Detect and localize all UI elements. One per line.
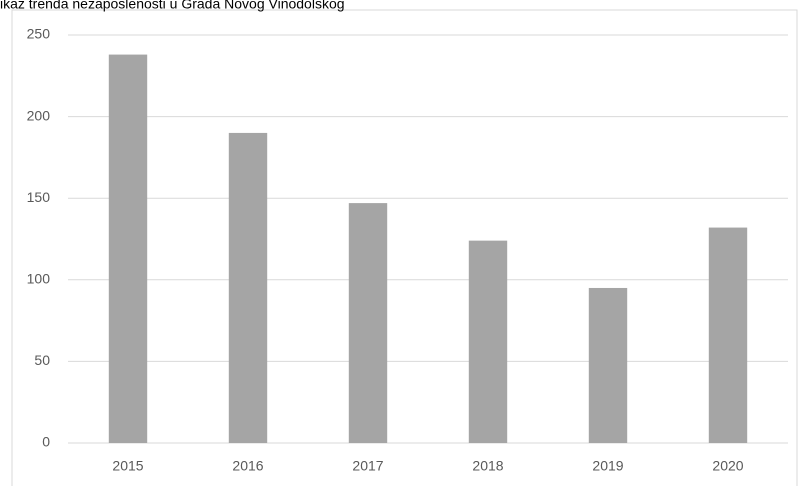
x-tick-label: 2019 <box>592 458 623 474</box>
x-tick-label: 2016 <box>232 458 263 474</box>
x-tick-label: 2015 <box>112 458 143 474</box>
x-tick-label: 2018 <box>472 458 503 474</box>
y-tick-label: 0 <box>42 434 50 450</box>
x-tick-label: 2020 <box>712 458 743 474</box>
y-tick-label: 150 <box>27 189 51 205</box>
y-tick-label: 250 <box>27 26 51 42</box>
chart-frame <box>11 9 798 486</box>
bar <box>228 132 268 444</box>
bar <box>588 287 628 443</box>
y-tick-label: 100 <box>27 271 51 287</box>
y-tick-label: 200 <box>27 107 51 123</box>
bar <box>108 54 148 444</box>
y-tick-label: 50 <box>34 352 50 368</box>
bar <box>348 203 388 443</box>
chart-title: ikaz trenda nezaposlenosti u Grada Novog… <box>0 0 345 12</box>
x-tick-label: 2017 <box>352 458 383 474</box>
bar <box>708 227 748 443</box>
bar <box>468 240 508 443</box>
